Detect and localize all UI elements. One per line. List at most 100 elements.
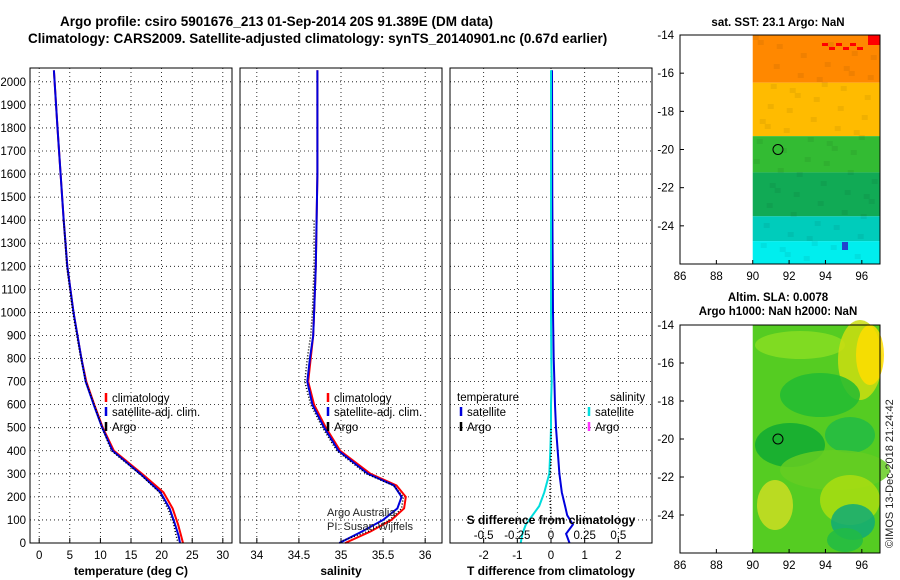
series-t_satellite-line	[551, 70, 575, 544]
map-y-tick-label: -18	[657, 106, 674, 118]
sst-texture-cell	[824, 62, 831, 67]
map-y-tick-label: -22	[657, 183, 674, 195]
y-tick-label: 300	[7, 469, 26, 481]
sst-texture-cell	[757, 40, 764, 45]
x-tick-label: -2	[479, 550, 489, 562]
sst-texture-cell	[847, 170, 854, 175]
sst-hot-cell	[843, 47, 849, 50]
legend-climatology-label: climatology	[112, 393, 170, 405]
sst-texture-cell	[777, 168, 784, 173]
sst-texture-cell	[776, 44, 783, 49]
x-axis-label: temperature (deg C)	[74, 564, 188, 578]
sst-texture-cell	[793, 192, 800, 197]
sla-anomaly-patch	[757, 480, 793, 530]
sst-texture-cell	[851, 51, 858, 56]
map-y-tick-label: -20	[657, 434, 674, 446]
sst-hot-cell	[850, 43, 856, 46]
y-tick-label: 700	[7, 377, 26, 389]
x-tick-label: 35.5	[372, 550, 394, 562]
map-x-tick-label: 86	[674, 271, 687, 283]
map-x-tick-label: 96	[855, 560, 868, 572]
series-climatology-line	[307, 70, 407, 544]
sst-texture-cell	[871, 179, 878, 184]
sla-anomaly-patch	[856, 325, 884, 385]
map-x-tick-label: 94	[819, 271, 832, 283]
s-tick-label: -0.5	[474, 530, 494, 542]
title-line-1: Argo profile: csiro 5901676_213 01-Sep-2…	[60, 14, 493, 29]
sst-texture-cell	[813, 97, 820, 102]
sst-texture-cell	[753, 159, 760, 164]
y-tick-label: 1400	[0, 215, 26, 227]
map-y-tick-label: -16	[657, 68, 674, 80]
y-tick-label: 1000	[0, 307, 26, 319]
sla-map-title-1: Altim. SLA: 0.0078	[728, 292, 829, 304]
s-tick-label: 0.25	[573, 530, 595, 542]
x-tick-label: 10	[94, 550, 107, 562]
x-tick-label: 15	[125, 550, 138, 562]
map-x-tick-label: 90	[746, 560, 759, 572]
sst-texture-cell	[864, 95, 871, 100]
credit-line-1: Argo Australia	[327, 507, 396, 519]
sst-texture-cell	[759, 119, 766, 124]
sst-texture-cell	[784, 252, 791, 257]
map-x-tick-label: 96	[855, 271, 868, 283]
sst-band	[752, 216, 880, 242]
x-axis-label: T difference from climatology	[467, 564, 635, 578]
series-satellite-line	[306, 70, 403, 544]
sst-texture-cell	[834, 126, 841, 131]
y-tick-label: 100	[7, 515, 26, 527]
sst-texture-cell	[811, 241, 818, 246]
sst-texture-cell	[773, 64, 780, 69]
legend-s-satellite-label: satellite	[595, 407, 634, 419]
sst-texture-cell	[870, 55, 877, 60]
s-tick-label: -0.25	[504, 530, 530, 542]
sst-texture-cell	[800, 53, 807, 58]
sst-texture-cell	[797, 73, 804, 78]
s-tick-label: 0.5	[610, 530, 626, 542]
x-tick-label: 25	[186, 550, 199, 562]
x-tick-label: -1	[512, 550, 522, 562]
sst-texture-cell	[821, 82, 828, 87]
argo-float-marker	[772, 144, 784, 155]
sla-map-title-2: Argo h1000: NaN h2000: NaN	[699, 306, 858, 318]
legend-s-argo-label: Argo	[595, 422, 619, 434]
sst-map-title: sat. SST: 23.1 Argo: NaN	[711, 17, 844, 29]
sst-hot-cell	[822, 43, 828, 46]
sst-texture-cell	[806, 236, 813, 241]
y-tick-label: 1200	[0, 261, 26, 273]
sst-texture-cell	[830, 245, 837, 250]
series-argo-line	[62, 220, 179, 541]
sla-anomaly-patch	[825, 417, 875, 453]
sst-texture-cell	[826, 141, 833, 146]
sst-texture-cell	[770, 84, 777, 89]
legend-argo-label: Argo	[334, 422, 358, 434]
y-tick-label: 400	[7, 446, 26, 458]
sst-band	[752, 172, 880, 217]
sst-texture-cell	[804, 157, 811, 162]
sst-band	[752, 136, 880, 173]
y-tick-label: 600	[7, 400, 26, 412]
legend-argo-label: Argo	[112, 422, 136, 434]
argo-float-marker	[772, 433, 784, 445]
sst-texture-cell	[841, 210, 848, 215]
series-satellite-line	[52, 70, 181, 544]
series-t_argo-line	[549, 427, 553, 520]
sst-texture-cell	[756, 139, 763, 144]
map-y-tick-label: -14	[657, 30, 674, 42]
sst-texture-cell	[760, 243, 767, 248]
legend-climatology-label: climatology	[334, 393, 392, 405]
y-tick-label: 800	[7, 354, 26, 366]
map-y-tick-label: -16	[657, 358, 674, 370]
legend-t-argo-label: Argo	[467, 422, 491, 434]
title-line-2: Climatology: CARS2009. Satellite-adjuste…	[28, 31, 607, 46]
sst-texture-cell	[796, 172, 803, 177]
sst-texture-cell	[820, 181, 827, 186]
x-tick-label: 34.5	[288, 550, 310, 562]
sst-texture-cell	[803, 256, 810, 261]
sst-texture-cell	[848, 71, 855, 76]
map-x-tick-label: 90	[746, 271, 759, 283]
sst-texture-cell	[816, 77, 823, 82]
map-y-tick-label: -14	[657, 320, 674, 332]
sst-band	[752, 241, 880, 264]
sst-texture-cell	[783, 128, 790, 133]
